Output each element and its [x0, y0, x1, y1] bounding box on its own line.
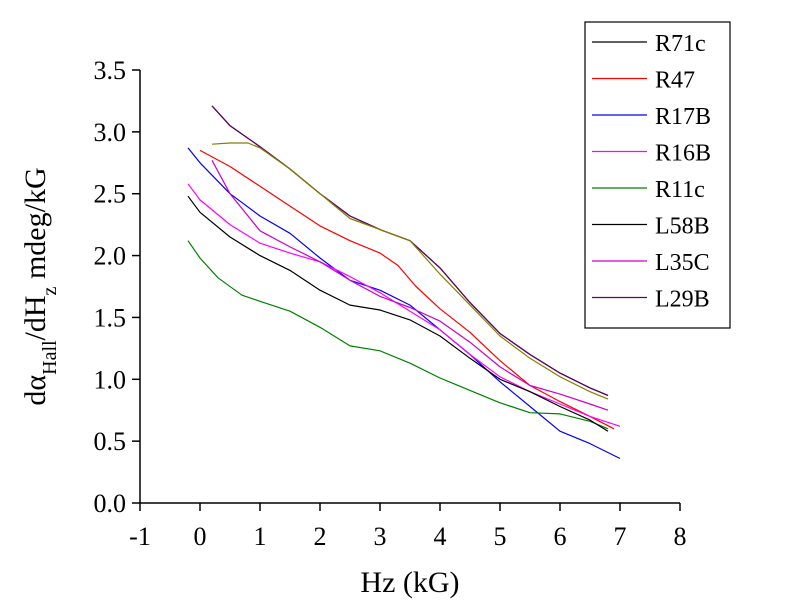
series-line-8 [211, 142, 609, 400]
x-tick-label: 3 [374, 522, 387, 551]
y-tick-label: 0.0 [94, 489, 127, 518]
y-tick-label: 3.5 [94, 56, 127, 85]
x-tick-label: 5 [494, 522, 507, 551]
legend: R71c R47 R17B R16B R11c L58B L35C L29B [584, 21, 731, 329]
x-tick-label: 6 [554, 522, 567, 551]
x-axis-title: Hz (kG) [360, 566, 459, 599]
x-tick-label: 4 [434, 522, 447, 551]
legend-box [584, 21, 731, 329]
legend-label: L58B [655, 214, 710, 240]
y-axis-title-tail: mdeg/kG [19, 167, 52, 286]
y-tick-label: 3.0 [94, 118, 127, 147]
y-axis-title: dαHall/dHz mdeg/kG [19, 167, 61, 405]
legend-label: L35C [655, 250, 710, 276]
x-tick-label: -1 [129, 522, 151, 551]
axes: -1 0 1 2 3 4 5 6 7 8 0.0 0.5 1.0 1.5 2.0 2.5 3.0 3.5 [94, 56, 687, 551]
x-tick-label: 1 [254, 522, 267, 551]
series-line-r47 [199, 149, 615, 430]
legend-label: R71c [655, 31, 706, 57]
x-tick-label: 2 [314, 522, 327, 551]
x-tick-label: 0 [194, 522, 207, 551]
y-tick-label: 2.0 [94, 242, 127, 271]
y-axis-title-sub1: Hall [39, 340, 61, 375]
series-line-l58b [187, 195, 609, 432]
y-axis-title-mid: /dH [19, 295, 52, 340]
y-tick-label: 0.5 [94, 427, 127, 456]
y-tick-label: 1.5 [94, 303, 127, 332]
y-tick-label: 2.5 [94, 180, 127, 209]
legend-label: R16B [655, 141, 711, 167]
y-tick-label: 1.0 [94, 365, 127, 394]
legend-label: R47 [655, 68, 695, 94]
x-tick-label: 8 [674, 522, 687, 551]
x-tick-label: 7 [614, 522, 627, 551]
series-line-l29b [211, 105, 609, 396]
legend-label: R17B [655, 104, 711, 130]
legend-label: R11c [655, 177, 705, 203]
series-line-r17b [187, 147, 621, 460]
y-axis-title-sub2: z [39, 286, 61, 295]
plot-area [187, 105, 621, 460]
legend-label: L29B [655, 287, 710, 313]
y-axis-title-main: dα [19, 375, 52, 406]
series-line-r11c [187, 240, 609, 430]
series-line-r71c [211, 105, 609, 396]
series-line-l35c [211, 160, 609, 411]
